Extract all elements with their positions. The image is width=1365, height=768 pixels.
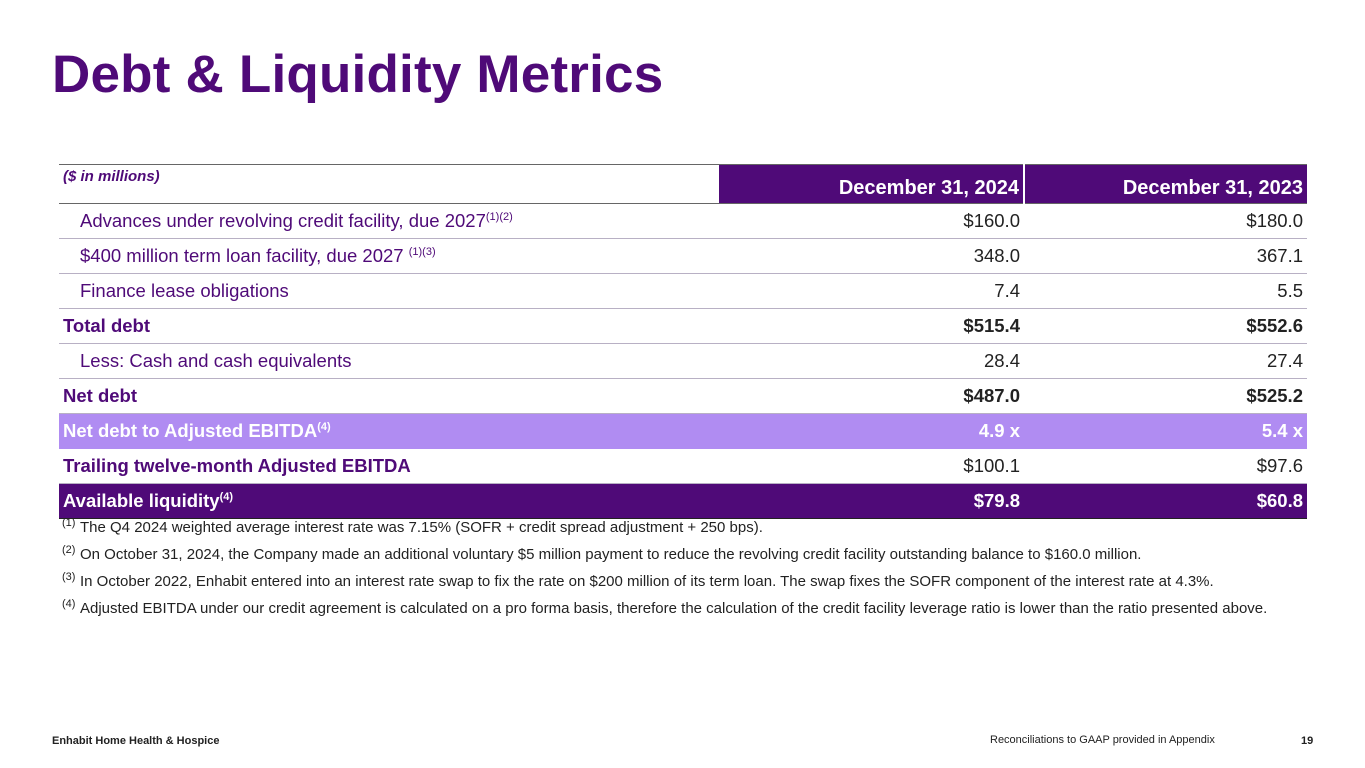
row-label: Total debt [59, 308, 719, 344]
footnote: (2) On October 31, 2024, the Company mad… [62, 544, 1312, 564]
value-2023: $180.0 [1024, 203, 1307, 239]
footer-company-name: Enhabit Home Health & Hospice [52, 735, 220, 747]
footnote-marker: (2) [62, 544, 76, 556]
page-number: 19 [1301, 735, 1314, 747]
value-2023: $97.6 [1024, 448, 1307, 484]
footnotes: (1) The Q4 2024 weighted average interes… [62, 517, 1312, 626]
value-2024: $160.0 [719, 203, 1024, 239]
footnote-ref: (1)(2) [485, 210, 513, 223]
row-label: Available liquidity(4) [59, 483, 719, 519]
footnote-text: In October 2022, Enhabit entered into an… [80, 573, 1214, 590]
value-2023: 27.4 [1024, 343, 1307, 379]
value-2024: 4.9 x [719, 413, 1024, 449]
value-2023: $552.6 [1024, 308, 1307, 344]
debt-liquidity-table: ($ in millions) December 31, 2024 Decemb… [59, 164, 1307, 519]
footnote: (3) In October 2022, Enhabit entered int… [62, 571, 1312, 591]
footnote-marker: (1) [62, 517, 76, 529]
footnote-ref: (4) [317, 420, 331, 433]
row-label: Less: Cash and cash equivalents [59, 343, 719, 379]
table-row: Finance lease obligations 7.4 5.5 [59, 273, 1307, 309]
value-2024: 28.4 [719, 343, 1024, 379]
unit-label: ($ in millions) [59, 164, 719, 204]
table-header-row: ($ in millions) December 31, 2024 Decemb… [59, 164, 1307, 204]
table-row: Less: Cash and cash equivalents 28.4 27.… [59, 343, 1307, 379]
table-row-total-debt: Total debt $515.4 $552.6 [59, 308, 1307, 344]
table-row: Advances under revolving credit facility… [59, 203, 1307, 239]
value-2024: $515.4 [719, 308, 1024, 344]
footnote-ref: (4) [219, 490, 234, 503]
value-2024: $487.0 [719, 378, 1024, 414]
table-row-ttm-ebitda: Trailing twelve-month Adjusted EBITDA $1… [59, 448, 1307, 484]
footer-reconciliation-note: Reconciliations to GAAP provided in Appe… [990, 734, 1215, 746]
value-2024: $100.1 [719, 448, 1024, 484]
footnote-text: On October 31, 2024, the Company made an… [80, 546, 1142, 563]
value-2024: 348.0 [719, 238, 1024, 274]
value-2023: $60.8 [1024, 483, 1307, 519]
value-2023: 367.1 [1024, 238, 1307, 274]
row-label: Advances under revolving credit facility… [59, 203, 719, 239]
footnote-ref: (1)(3) [408, 245, 436, 258]
page-title: Debt & Liquidity Metrics [52, 45, 664, 104]
row-label: Finance lease obligations [59, 273, 719, 309]
footnote-marker: (4) [62, 598, 76, 610]
footnote-text: Adjusted EBITDA under our credit agreeme… [80, 600, 1268, 617]
row-label: Trailing twelve-month Adjusted EBITDA [59, 448, 719, 484]
row-label: Net debt [59, 378, 719, 414]
table-row-net-debt: Net debt $487.0 $525.2 [59, 378, 1307, 414]
value-2024: $79.8 [719, 483, 1024, 519]
column-header-2024: December 31, 2024 [719, 164, 1025, 204]
column-header-2023: December 31, 2023 [1024, 164, 1307, 204]
row-label: Net debt to Adjusted EBITDA(4) [59, 413, 719, 449]
value-2023: $525.2 [1024, 378, 1307, 414]
footnote-marker: (3) [62, 571, 76, 583]
row-label: $400 million term loan facility, due 202… [59, 238, 719, 274]
footnote: (4) Adjusted EBITDA under our credit agr… [62, 598, 1312, 618]
table-row: $400 million term loan facility, due 202… [59, 238, 1307, 274]
table-row-available-liquidity: Available liquidity(4) $79.8 $60.8 [59, 483, 1307, 519]
value-2024: 7.4 [719, 273, 1024, 309]
footnote: (1) The Q4 2024 weighted average interes… [62, 517, 1312, 537]
value-2023: 5.5 [1024, 273, 1307, 309]
table-row-net-debt-ratio: Net debt to Adjusted EBITDA(4) 4.9 x 5.4… [59, 413, 1307, 449]
footnote-text: The Q4 2024 weighted average interest ra… [80, 519, 763, 536]
value-2023: 5.4 x [1024, 413, 1307, 449]
